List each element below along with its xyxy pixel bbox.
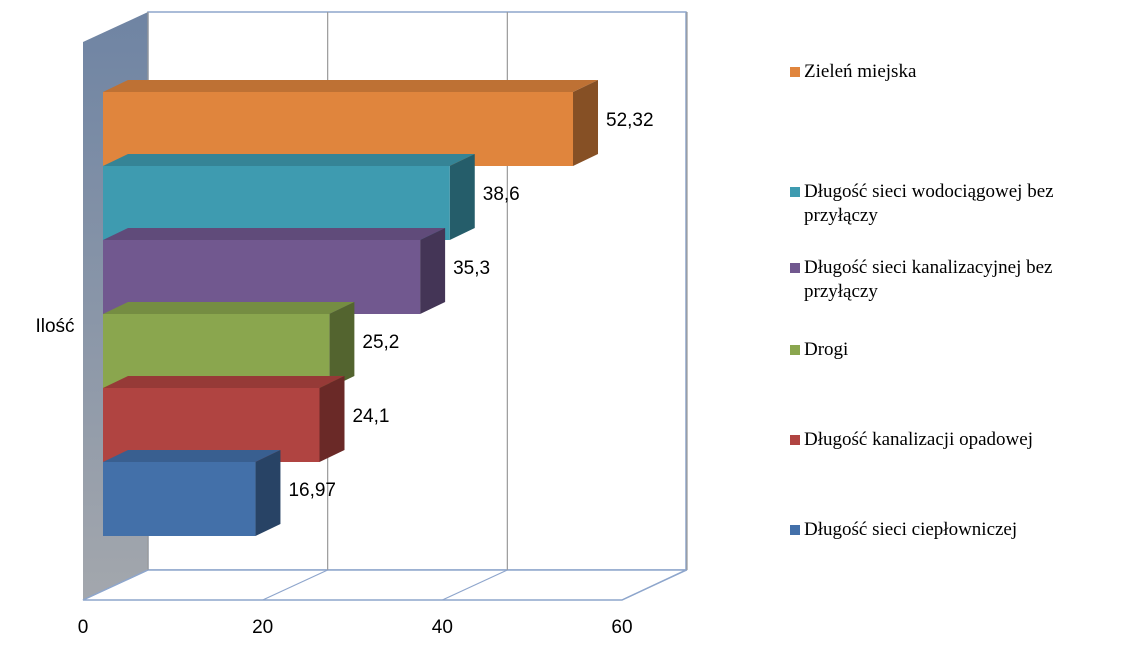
bar-top [103, 376, 345, 388]
legend-swatch [790, 345, 800, 355]
chart: 0 20 40 60 Ilość 52,32 38,6 35,3 25,2 24,1 16,97 [35, 11, 688, 638]
bar-top [103, 228, 446, 240]
x-tick-label: 60 [611, 617, 632, 638]
legend-label: Długość sieci wodociągowej bez przyłączy [804, 181, 1054, 226]
bar-side [420, 228, 446, 314]
legend-label: Długość sieci ciepłowniczej [804, 519, 1018, 540]
floor-grid-line [82, 569, 149, 601]
data-label: 24,1 [352, 406, 389, 427]
bar-top [103, 154, 475, 166]
bar-side [255, 450, 281, 536]
legend-swatch [790, 187, 800, 197]
bar [103, 450, 281, 536]
bar [103, 376, 345, 462]
x-tick-label: 0 [78, 617, 89, 638]
data-label: 52,32 [606, 110, 654, 131]
bar-top [103, 302, 355, 314]
legend-label: Drogi [804, 339, 849, 360]
legend-label: Długość kanalizacji opadowej [804, 429, 1033, 450]
legend-label: Zieleń miejska [804, 61, 917, 82]
bar-side [449, 154, 475, 240]
legend-item: Długość sieci wodociągowej bez przyłączy [790, 180, 1124, 228]
y-category-label: Ilość [35, 316, 74, 337]
bar-front [103, 388, 320, 462]
bar [103, 302, 355, 388]
bar-top [103, 450, 281, 462]
data-label: 38,6 [483, 184, 520, 205]
bar-front [103, 92, 574, 166]
bar-top [103, 80, 599, 92]
data-label: 25,2 [362, 332, 399, 353]
legend-swatch [790, 67, 800, 77]
legend-item: Zieleń miejska [790, 60, 1124, 84]
floor [82, 569, 687, 601]
bar-side [329, 302, 355, 388]
bar-side [573, 80, 599, 166]
x-tick-label: 40 [432, 617, 453, 638]
bar-front [103, 166, 450, 240]
bar [103, 154, 475, 240]
bar-front [103, 314, 330, 388]
bar-front [103, 240, 421, 314]
legend-label: Długość sieci kanalizacyjnej bez przyłąc… [804, 257, 1053, 302]
x-tick-label: 20 [252, 617, 273, 638]
floor-grid-line [262, 569, 328, 601]
data-label: 35,3 [453, 258, 490, 279]
bar [103, 228, 446, 314]
legend-swatch [790, 263, 800, 273]
floor-grid-line [621, 569, 688, 601]
legend-item: Długość sieci ciepłowniczej [790, 518, 1124, 542]
legend-item: Drogi [790, 338, 1124, 362]
bar-side [319, 376, 345, 462]
floor-grid-line [442, 569, 508, 601]
legend-item: Długość sieci kanalizacyjnej bez przyłąc… [790, 256, 1124, 304]
legend-swatch [790, 435, 800, 445]
bar [103, 80, 599, 166]
data-label: 16,97 [288, 480, 336, 501]
legend-item: Długość kanalizacji opadowej [790, 428, 1124, 452]
legend-swatch [790, 525, 800, 535]
bar-front [103, 462, 256, 536]
